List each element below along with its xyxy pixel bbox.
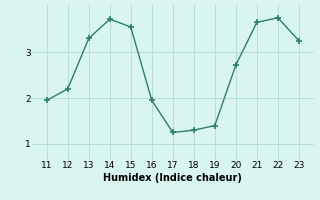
X-axis label: Humidex (Indice chaleur): Humidex (Indice chaleur) [103, 173, 242, 183]
